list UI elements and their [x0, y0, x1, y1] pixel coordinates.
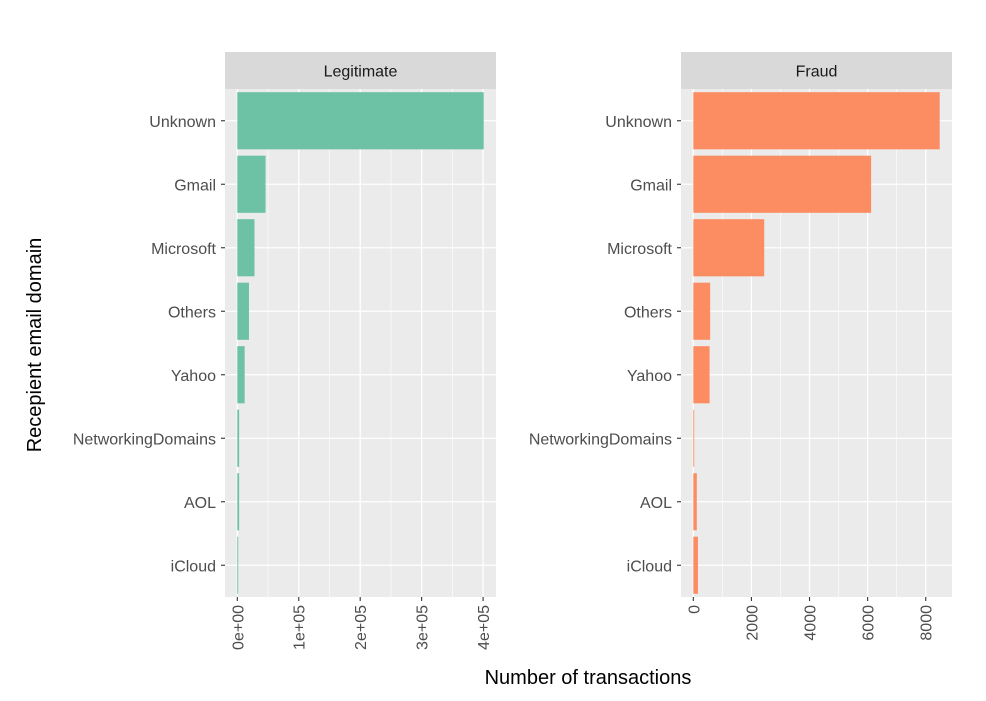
y-tick-label: NetworkingDomains	[529, 431, 672, 448]
y-tick-label: AOL	[184, 495, 216, 512]
bar-yahoo	[237, 346, 245, 404]
y-tick-label: Unknown	[149, 114, 216, 131]
bar-gmail	[237, 155, 266, 213]
facet-strip	[681, 52, 952, 89]
bar-yahoo	[693, 346, 710, 404]
y-tick-label: Gmail	[630, 177, 672, 194]
panel-0: Legitimate Unknown Gmail Microsoft Others Yah…	[73, 52, 496, 650]
x-tick-label: 0e+00	[230, 605, 247, 650]
x-tick-label: 6000	[861, 605, 878, 641]
facet-strip	[225, 52, 496, 89]
y-tick-label: Gmail	[174, 177, 216, 194]
x-tick-label: 3e+05	[415, 605, 432, 650]
y-tick-label: Microsoft	[607, 241, 672, 258]
bar-microsoft	[693, 219, 765, 277]
y-tick-label: Others	[624, 304, 672, 321]
bar-microsoft	[237, 219, 255, 277]
x-tick-label: 2e+05	[353, 605, 370, 650]
y-tick-label: Unknown	[605, 114, 672, 131]
panel-1: Fraud Unknown Gmail Microsoft Others Yahoo Net…	[529, 52, 952, 641]
bar-aol	[237, 473, 240, 531]
y-tick-label: Yahoo	[627, 368, 672, 385]
x-tick-label: 2000	[744, 605, 761, 641]
y-tick-label: AOL	[640, 495, 672, 512]
bar-others	[237, 282, 249, 340]
y-tick-label: NetworkingDomains	[73, 431, 216, 448]
bar-icloud	[237, 536, 239, 594]
x-tick-label: 4e+05	[476, 605, 493, 650]
bar-gmail	[693, 155, 872, 213]
facet-strip-label: Fraud	[796, 64, 838, 81]
bar-unknown	[693, 92, 940, 150]
y-tick-label: iCloud	[171, 558, 216, 575]
bar-networkingdomains	[237, 409, 240, 467]
x-tick-label: 1e+05	[292, 605, 309, 650]
y-axis-title: Recepient email domain	[24, 238, 46, 453]
bar-others	[693, 282, 711, 340]
x-axis-title: Number of transactions	[485, 667, 692, 689]
y-tick-label: Microsoft	[151, 241, 216, 258]
facet-strip-label: Legitimate	[324, 64, 398, 81]
x-tick-label: 8000	[919, 605, 936, 641]
x-tick-label: 4000	[803, 605, 820, 641]
y-tick-label: Others	[168, 304, 216, 321]
bar-unknown	[237, 92, 484, 150]
bar-icloud	[693, 536, 698, 594]
panels-layer: Legitimate Unknown Gmail Microsoft Others Yah…	[73, 52, 952, 650]
bar-aol	[693, 473, 697, 531]
y-tick-label: iCloud	[627, 558, 672, 575]
y-tick-label: Yahoo	[171, 368, 216, 385]
bar-networkingdomains	[693, 409, 695, 467]
x-tick-label: 0	[686, 605, 703, 614]
